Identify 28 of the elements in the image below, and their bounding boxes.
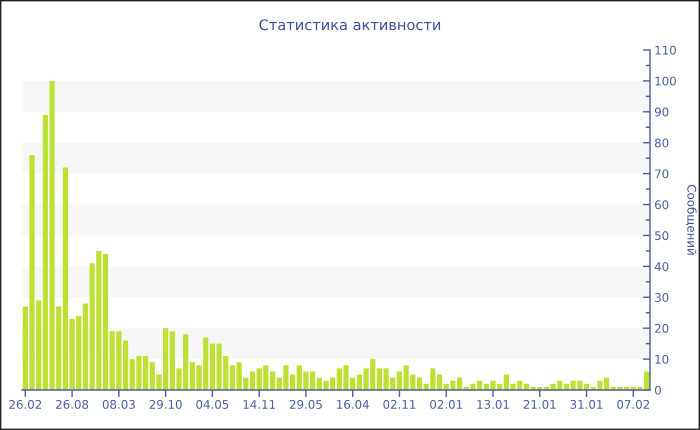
x-tick-label: 31.01 xyxy=(570,400,602,409)
x-tick-label: 16.04 xyxy=(337,400,369,409)
y-tick-label: 20 xyxy=(655,324,668,333)
x-tick-label: 02.11 xyxy=(383,400,416,409)
y-tick-label: 10 xyxy=(655,354,668,364)
y-tick-label: 70 xyxy=(655,169,668,178)
x-tick-label: 13.01 xyxy=(477,400,509,409)
y-tick-label: 80 xyxy=(654,138,668,148)
chart-title: Статистика активности xyxy=(259,19,440,30)
y-tick-label: 100 xyxy=(655,76,676,86)
y-tick-label: 0 xyxy=(654,386,661,395)
x-tick-label: 04.05 xyxy=(196,400,228,409)
y-tick-label: 50 xyxy=(655,231,668,240)
y-tick-label: 110 xyxy=(655,46,676,55)
x-tick-label: 26.02 xyxy=(9,400,42,409)
y-tick-label: 30 xyxy=(655,292,668,302)
x-tick-label: 26.08 xyxy=(56,400,88,409)
x-tick-label: 21.01 xyxy=(524,400,556,409)
y-tick-label: 90 xyxy=(654,108,668,116)
y-axis-title: Сообщений xyxy=(686,184,697,255)
x-tick-label: 29.10 xyxy=(150,400,182,409)
x-tick-label: 08.03 xyxy=(102,400,135,409)
y-tick-label: 60 xyxy=(654,200,668,210)
x-tick-label: 29.05 xyxy=(290,400,322,409)
x-tick-label: 14.11 xyxy=(244,400,275,409)
y-tick-label: 40 xyxy=(654,262,668,272)
x-tick-label: 07.02 xyxy=(617,400,650,409)
x-tick-label: 02.01 xyxy=(430,400,462,409)
